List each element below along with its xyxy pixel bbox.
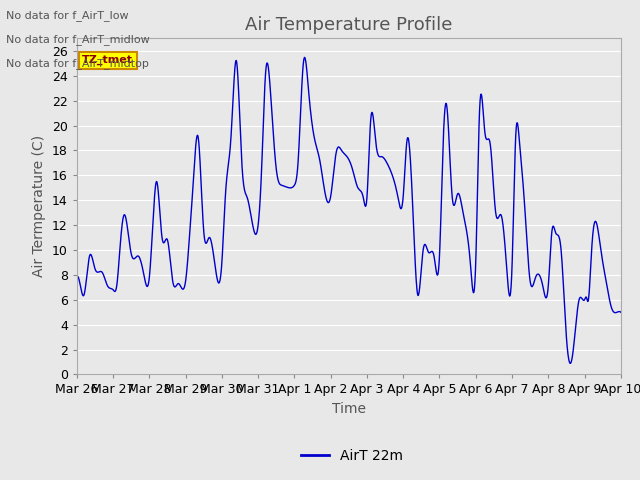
Text: TZ_tmet: TZ_tmet	[82, 55, 133, 65]
Legend: AirT 22m: AirT 22m	[296, 443, 408, 468]
Title: Air Temperature Profile: Air Temperature Profile	[245, 16, 452, 34]
Text: No data for f_AirT_midtop: No data for f_AirT_midtop	[6, 58, 149, 69]
Y-axis label: Air Termperature (C): Air Termperature (C)	[33, 135, 46, 277]
X-axis label: Time: Time	[332, 402, 366, 416]
Text: No data for f_AirT_low: No data for f_AirT_low	[6, 10, 129, 21]
Text: No data for f_AirT_midlow: No data for f_AirT_midlow	[6, 34, 150, 45]
